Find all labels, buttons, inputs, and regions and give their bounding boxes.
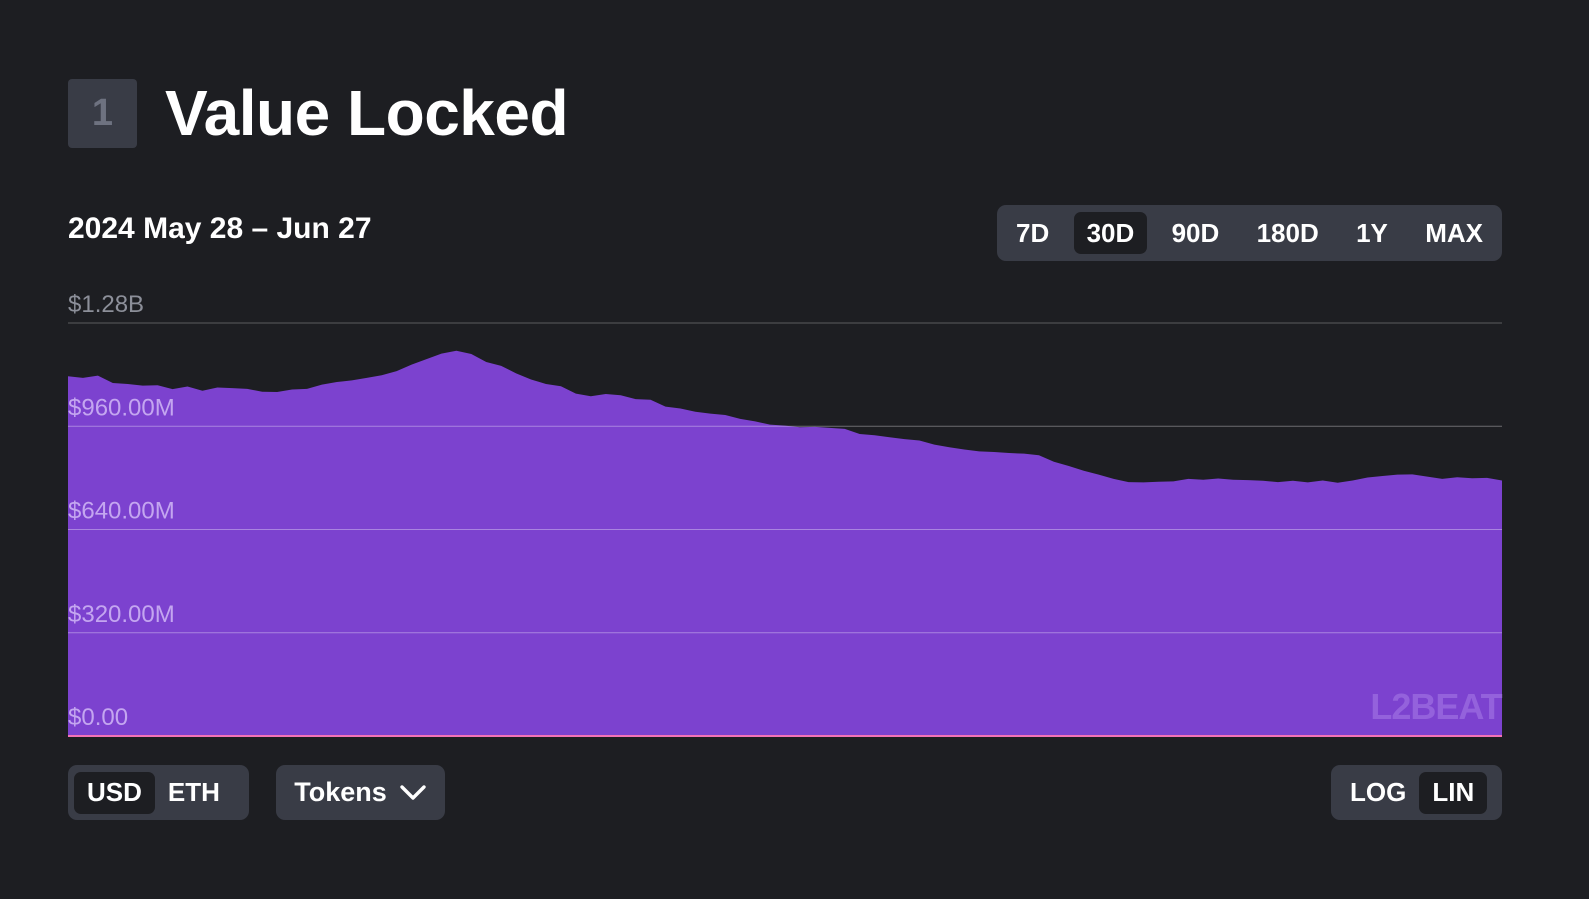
range-30d-button[interactable]: 30D <box>1073 212 1148 254</box>
tokens-label: Tokens <box>294 777 387 807</box>
y-tick-label: $320.00M <box>68 601 175 628</box>
section-number-badge: 1 <box>68 78 137 148</box>
y-tick-label: $0.00 <box>68 704 128 731</box>
watermark-text: L2BEAT <box>1370 686 1502 727</box>
date-range-label: 2024 May 28 – Jun 27 <box>68 212 372 245</box>
range-90d-button[interactable]: 90D <box>1171 217 1220 248</box>
range-7d-button[interactable]: 7D <box>1016 217 1050 248</box>
scale-toggle: LOG LIN <box>1331 765 1502 820</box>
section-header: 1 Value Locked <box>68 76 569 150</box>
log-scale-button[interactable]: LOG <box>1350 777 1407 807</box>
range-max-button[interactable]: MAX <box>1425 217 1483 248</box>
y-tick-label: $1.28B <box>68 291 144 318</box>
y-tick-label: $960.00M <box>68 394 175 421</box>
range-180d-button[interactable]: 180D <box>1256 217 1319 248</box>
tokens-dropdown-button[interactable]: Tokens <box>276 765 445 820</box>
tvl-area-series <box>68 350 1502 736</box>
l2beat-watermark: L2BEAT <box>1370 686 1503 727</box>
chevron-down-icon <box>399 784 427 802</box>
time-range-selector: 7D 30D 90D 180D 1Y MAX <box>997 205 1502 261</box>
eth-button[interactable]: ETH <box>167 777 220 807</box>
usd-button[interactable]: USD <box>74 771 155 814</box>
section-title: Value Locked <box>165 77 569 149</box>
unit-toggle: USD ETH <box>68 765 249 820</box>
range-1y-button[interactable]: 1Y <box>1356 217 1388 248</box>
lin-scale-button[interactable]: LIN <box>1419 771 1488 814</box>
y-tick-label: $640.00M <box>68 498 175 525</box>
